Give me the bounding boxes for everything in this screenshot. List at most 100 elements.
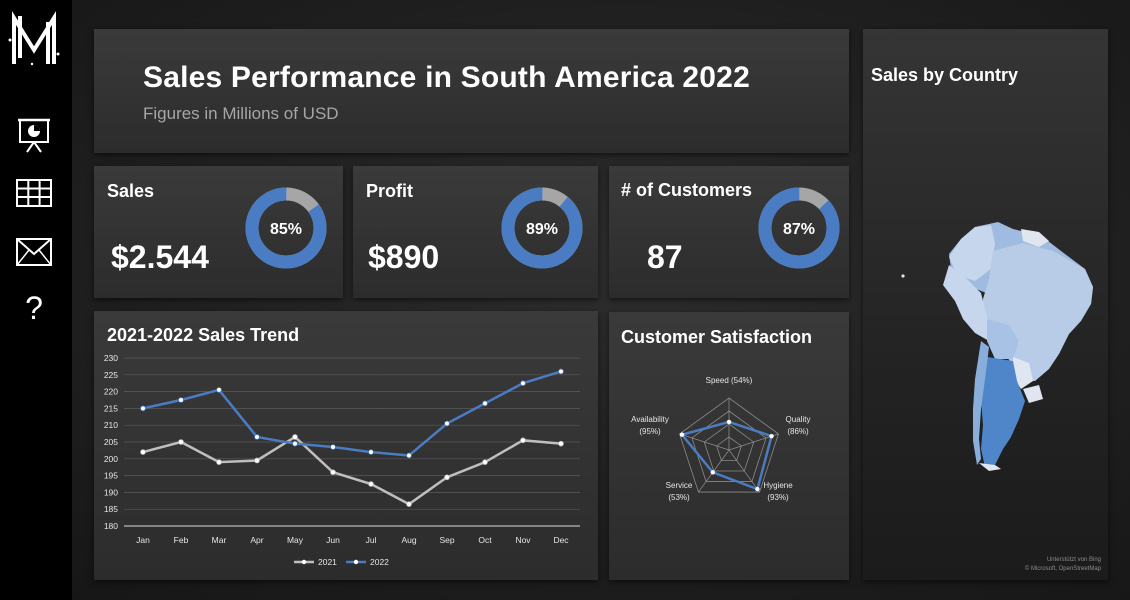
page-title: Sales Performance in South America 2022 xyxy=(143,61,750,94)
y-tick-label: 225 xyxy=(104,370,118,380)
kpi-value: $890 xyxy=(368,239,440,275)
data-point-2021 xyxy=(292,434,298,440)
data-point-2021 xyxy=(330,469,336,476)
data-point-2022 xyxy=(482,400,488,407)
donut-value-arc xyxy=(245,187,327,269)
customer-satisfaction-card: Customer Satisfaction Speed (54%) Quality… xyxy=(609,312,849,580)
series-line-2022 xyxy=(142,370,562,457)
y-tick-label: 230 xyxy=(104,353,118,363)
sales-trend-card: 2021-2022 Sales Trend 180 185 190 195 200 205… xyxy=(94,311,598,580)
south-america-map: Unterstützt von Bing © Microsoft, OpenSt… xyxy=(901,222,1102,572)
y-tick-label: 205 xyxy=(104,437,118,447)
radar-ring xyxy=(716,436,742,461)
radar-point xyxy=(710,470,716,475)
map-region-paraguay xyxy=(1013,357,1033,389)
data-point-2022 xyxy=(558,368,564,375)
kpi-donut: 85% xyxy=(245,187,327,269)
chart-title: 2021-2022 Sales Trend xyxy=(107,325,300,345)
y-tick-label: 215 xyxy=(104,403,118,413)
radar-axis-label: Speed (54%) xyxy=(706,376,753,385)
y-tick-label: 180 xyxy=(104,521,118,531)
radar-axis-label: Quality xyxy=(786,415,811,424)
data-point-2021 xyxy=(254,457,260,464)
y-tick-label: 200 xyxy=(104,454,118,464)
map-region-bolivia xyxy=(987,319,1019,359)
x-tick-label: May xyxy=(287,535,304,545)
map-region-uruguay xyxy=(1023,385,1043,403)
x-tick-label: Jun xyxy=(326,535,340,545)
mail-icon[interactable] xyxy=(15,233,53,271)
x-tick-label: Feb xyxy=(174,535,189,545)
x-tick-label: Oct xyxy=(478,535,492,545)
data-point-2022 xyxy=(520,380,526,386)
radar-spoke xyxy=(679,433,730,451)
data-point-2021 xyxy=(368,481,374,487)
data-point-2021 xyxy=(178,439,184,445)
data-point-2022 xyxy=(330,444,336,450)
map-region-colombia xyxy=(949,225,995,281)
x-tick-label: Apr xyxy=(250,535,263,545)
x-tick-label: Dec xyxy=(553,535,569,545)
presentation-icon[interactable] xyxy=(15,116,53,154)
sales-trend-chart: 180 185 190 195 200 205 210 215 220 225 230 Jan Feb M… xyxy=(104,353,580,567)
sales-by-country-card: Sales by Country Unterstützt von Bing © … xyxy=(863,29,1108,580)
customer-satisfaction-radar: Speed (54%) Quality (86%) Hygiene (93%) Servi… xyxy=(631,376,811,502)
map-title: Sales by Country xyxy=(871,65,1019,85)
y-tick-label: 185 xyxy=(104,504,118,514)
radar-axis-value: (95%) xyxy=(639,427,661,436)
radar-ring xyxy=(703,423,755,472)
chart-title: Customer Satisfaction xyxy=(621,327,813,347)
help-icon[interactable]: ? xyxy=(25,289,43,326)
radar-point xyxy=(726,419,732,425)
kpi-donut: 89% xyxy=(501,187,583,269)
x-tick-label: Sep xyxy=(439,535,454,545)
kpi-donut-label: 89% xyxy=(526,221,558,238)
map-region-guianas xyxy=(1021,229,1049,247)
data-point-2021 xyxy=(520,437,526,444)
y-tick-label: 195 xyxy=(104,471,118,481)
x-tick-label: Jan xyxy=(136,535,150,545)
legend-marker xyxy=(353,559,359,565)
kpi-donut-label: 85% xyxy=(270,221,302,238)
logo xyxy=(8,11,60,66)
radar-axis-value: (53%) xyxy=(668,493,690,502)
data-point-2021 xyxy=(482,459,488,465)
x-tick-label: Jul xyxy=(366,535,377,545)
legend-label: 2021 xyxy=(318,557,337,567)
radar-point xyxy=(769,433,774,439)
radar-point xyxy=(679,432,685,437)
table-icon[interactable] xyxy=(15,174,53,212)
data-point-2022 xyxy=(216,387,222,393)
kpi-value: $2.544 xyxy=(111,239,209,275)
data-point-2022 xyxy=(254,434,260,440)
data-point-2022 xyxy=(444,420,450,427)
y-tick-label: 220 xyxy=(104,387,118,397)
radar-spoke xyxy=(728,449,760,493)
y-tick-label: 210 xyxy=(104,420,118,430)
kpi-label: # of Customers xyxy=(621,180,753,200)
page-subtitle: Figures in Millions of USD xyxy=(143,104,339,123)
radar-axis-value: (93%) xyxy=(767,493,789,502)
kpi-label: Profit xyxy=(366,181,413,201)
map-region-tierra-del-fuego xyxy=(979,463,1001,471)
x-tick-label: Nov xyxy=(515,535,531,545)
legend-marker xyxy=(301,559,307,565)
radar-axis-value: (86%) xyxy=(787,427,809,436)
data-point-2022 xyxy=(292,440,298,447)
sidebar: ? xyxy=(0,0,72,600)
x-tick-label: Mar xyxy=(212,535,227,545)
x-tick-label: Aug xyxy=(401,535,416,545)
data-point-2021 xyxy=(406,501,412,507)
kpi-value: 87 xyxy=(647,239,683,275)
radar-axis-label: Availability xyxy=(631,415,669,424)
radar-ring xyxy=(679,397,779,493)
data-point-2021 xyxy=(444,474,450,481)
data-point-2021 xyxy=(216,459,222,465)
map-region-argentina xyxy=(981,357,1025,467)
y-tick-label: 190 xyxy=(104,487,118,497)
radar-series xyxy=(679,420,774,491)
map-credit: Unterstützt von Bing xyxy=(1047,557,1101,563)
map-region-peru xyxy=(943,265,995,341)
series-line-2021 xyxy=(142,435,562,506)
radar-axis-label: Service xyxy=(666,481,693,490)
